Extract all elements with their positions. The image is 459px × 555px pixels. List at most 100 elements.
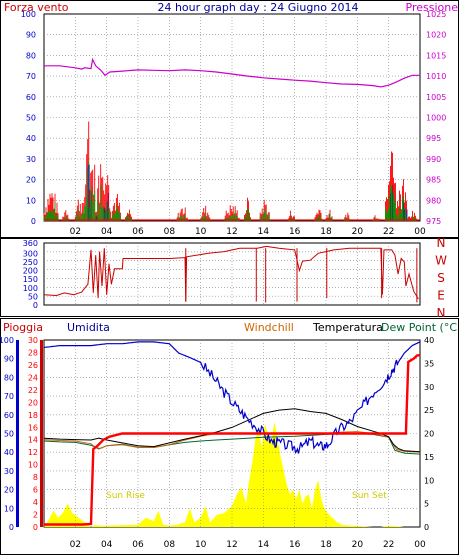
temperature-tick-label: 20 (424, 430, 434, 439)
humidity-tick-label: 50 (4, 430, 14, 439)
wind-speed-tick-label: 60 (26, 93, 36, 102)
pressure-tick-label: 1020 (426, 31, 446, 40)
time-tick-label: 20 (352, 540, 364, 550)
time-tick-label: 16 (289, 540, 301, 550)
sun-set-label: Sun Set (352, 491, 387, 501)
wind-direction-spikes (185, 248, 418, 303)
humidity-line (43, 341, 421, 454)
rain-tick-label: 14 (28, 436, 38, 445)
humidity-tick-label: 100 (0, 336, 14, 345)
time-tick-label: 10 (195, 227, 207, 237)
time-tick-label: 16 (289, 227, 301, 237)
wind-speed-axis-title: Forza vento (4, 1, 69, 14)
time-tick-label: 00 (414, 227, 426, 237)
rain-tick-label: 4 (33, 498, 38, 507)
rain-tick-label: 2 (33, 511, 38, 520)
pressure-line (44, 57, 420, 88)
wind-speed-tick-label: 90 (26, 31, 36, 40)
time-tick-label: 06 (132, 227, 144, 237)
time-tick-label: 14 (258, 540, 270, 550)
rain-tick-label: 8 (33, 473, 38, 482)
time-tick-label: 18 (320, 227, 332, 237)
rain-tick-label: 18 (28, 411, 38, 420)
time-tick-label: 02 (70, 540, 81, 550)
humidity-tick-label: 0 (9, 523, 14, 532)
compass-letter: N (437, 236, 446, 250)
pressure-tick-label: 990 (426, 155, 441, 164)
wind-speed-tick-label: 40 (26, 134, 36, 143)
wind-speed-tick-label: 30 (26, 155, 36, 164)
pressure-tick-label: 1015 (426, 51, 446, 60)
temperature-tick-label: 10 (424, 476, 434, 485)
wind-speed-bars (43, 121, 420, 221)
rain-tick-label: 10 (28, 461, 38, 470)
direction-tick-label: 50 (28, 292, 38, 301)
wind-speed-tick-label: 20 (26, 176, 36, 185)
temperature-tick-label: 25 (424, 406, 434, 415)
temperature-tick-label: 40 (424, 336, 434, 345)
compass-letter: W (435, 254, 447, 268)
time-tick-label: 08 (164, 540, 176, 550)
humidity-tick-label: 90 (4, 355, 14, 364)
wind-direction-line (43, 245, 419, 302)
humidity-tick-label: 40 (4, 448, 14, 457)
time-tick-label: 20 (352, 227, 364, 237)
wind-pressure-time-axis-labels: 02 04 06 08 10 12 14 16 18 20 22 00 (70, 227, 426, 237)
pressure-tick-label: 975 (426, 217, 441, 226)
direction-tick-label: 100 (23, 284, 38, 293)
temperature-tick-label: 5 (424, 500, 429, 509)
sun-rise-label: Sun Rise (106, 491, 145, 501)
chart-title: 24 hour graph day : 24 Giugno 2014 (157, 1, 358, 14)
humidity-tick-label: 10 (4, 504, 14, 513)
pressure-tick-label: 1005 (426, 93, 446, 102)
rain-legend-label: Pioggia (3, 321, 43, 334)
direction-tick-label: 250 (23, 258, 38, 267)
rain-humidity-temp-panel: Sun Rise Sun Set 0102030405060708090100 … (0, 318, 459, 555)
temperature-tick-label: 0 (424, 523, 429, 532)
humidity-tick-label: 30 (4, 467, 14, 476)
time-tick-label: 12 (226, 540, 237, 550)
time-tick-label: 00 (414, 540, 426, 550)
rain-tick-label: 28 (28, 348, 38, 357)
wind-speed-tick-label: 70 (26, 72, 36, 81)
wind-speed-tick-label: 0 (31, 217, 36, 226)
humidity-legend-label: Umidita (67, 321, 110, 334)
dew-point-legend-label: Dew Point (°C (381, 321, 457, 334)
wind-speed-tick-label: 80 (26, 51, 36, 60)
time-tick-label: 06 (132, 540, 144, 550)
time-tick-label: 04 (101, 540, 113, 550)
wind-speed-tick-label: 50 (26, 114, 36, 123)
pressure-tick-label: 980 (426, 196, 441, 205)
rain-axis-bar (40, 340, 43, 527)
rain-tick-label: 30 (28, 336, 38, 345)
pressure-tick-label: 1010 (426, 72, 446, 81)
direction-tick-label: 360 (23, 239, 38, 248)
rain-tick-label: 24 (28, 373, 38, 382)
direction-tick-label: 300 (23, 249, 38, 258)
windchill-legend-label: Windchill (244, 321, 294, 334)
pressure-tick-label: 1000 (426, 114, 446, 123)
time-tick-label: 04 (101, 227, 113, 237)
wind-speed-axis-labels: 0 10 20 30 40 50 60 70 80 90 100 (21, 10, 36, 226)
pressure-axis-title: Pressione (406, 1, 459, 14)
pressure-tick-label: 1025 (426, 10, 446, 19)
humidity-axis-labels: 0 10 20 30 40 50 60 70 80 90 100 (0, 336, 14, 532)
time-tick-label: 22 (383, 227, 394, 237)
direction-tick-label: 200 (23, 267, 38, 276)
rain-tick-label: 16 (28, 423, 38, 432)
rain-line (44, 353, 421, 526)
compass-letter: S (437, 271, 445, 285)
direction-tick-label: 150 (23, 275, 38, 284)
rain-tick-label: 12 (28, 448, 38, 457)
humidity-tick-label: 60 (4, 411, 14, 420)
pressure-tick-label: 985 (426, 176, 441, 185)
temperature-tick-label: 15 (424, 453, 434, 462)
time-tick-label: 02 (70, 227, 81, 237)
time-tick-label: 14 (258, 227, 270, 237)
